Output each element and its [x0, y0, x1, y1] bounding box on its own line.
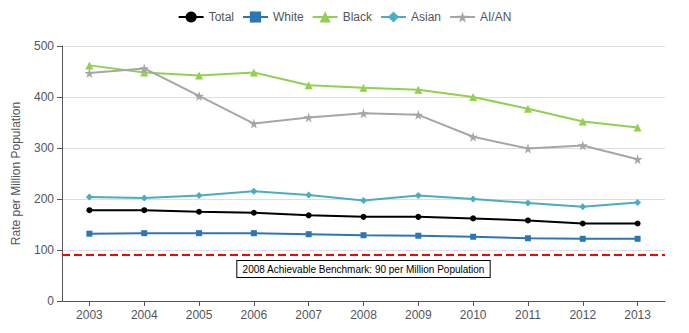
svg-text:Total: Total: [209, 10, 234, 24]
svg-text:0: 0: [47, 294, 54, 308]
svg-text:2013: 2013: [624, 308, 651, 322]
svg-text:500: 500: [34, 39, 54, 53]
svg-text:400: 400: [34, 90, 54, 104]
svg-text:2009: 2009: [405, 308, 432, 322]
svg-text:2011: 2011: [515, 308, 541, 322]
svg-text:2008 Achievable Benchmark: 90: 2008 Achievable Benchmark: 90 per Millio…: [243, 264, 485, 275]
svg-text:Black: Black: [343, 10, 373, 24]
svg-text:2003: 2003: [76, 308, 103, 322]
svg-text:2004: 2004: [131, 308, 158, 322]
svg-text:200: 200: [34, 192, 54, 206]
svg-text:White: White: [273, 10, 304, 24]
svg-text:2010: 2010: [460, 308, 487, 322]
svg-text:2008: 2008: [350, 308, 377, 322]
svg-text:2006: 2006: [241, 308, 268, 322]
svg-text:Asian: Asian: [411, 10, 441, 24]
svg-text:100: 100: [34, 243, 54, 257]
svg-text:AI/AN: AI/AN: [480, 10, 511, 24]
svg-text:2012: 2012: [569, 308, 596, 322]
svg-text:2007: 2007: [295, 308, 322, 322]
svg-text:Rate per Million Population: Rate per Million Population: [9, 102, 23, 245]
svg-text:2005: 2005: [186, 308, 213, 322]
svg-text:300: 300: [34, 141, 54, 155]
